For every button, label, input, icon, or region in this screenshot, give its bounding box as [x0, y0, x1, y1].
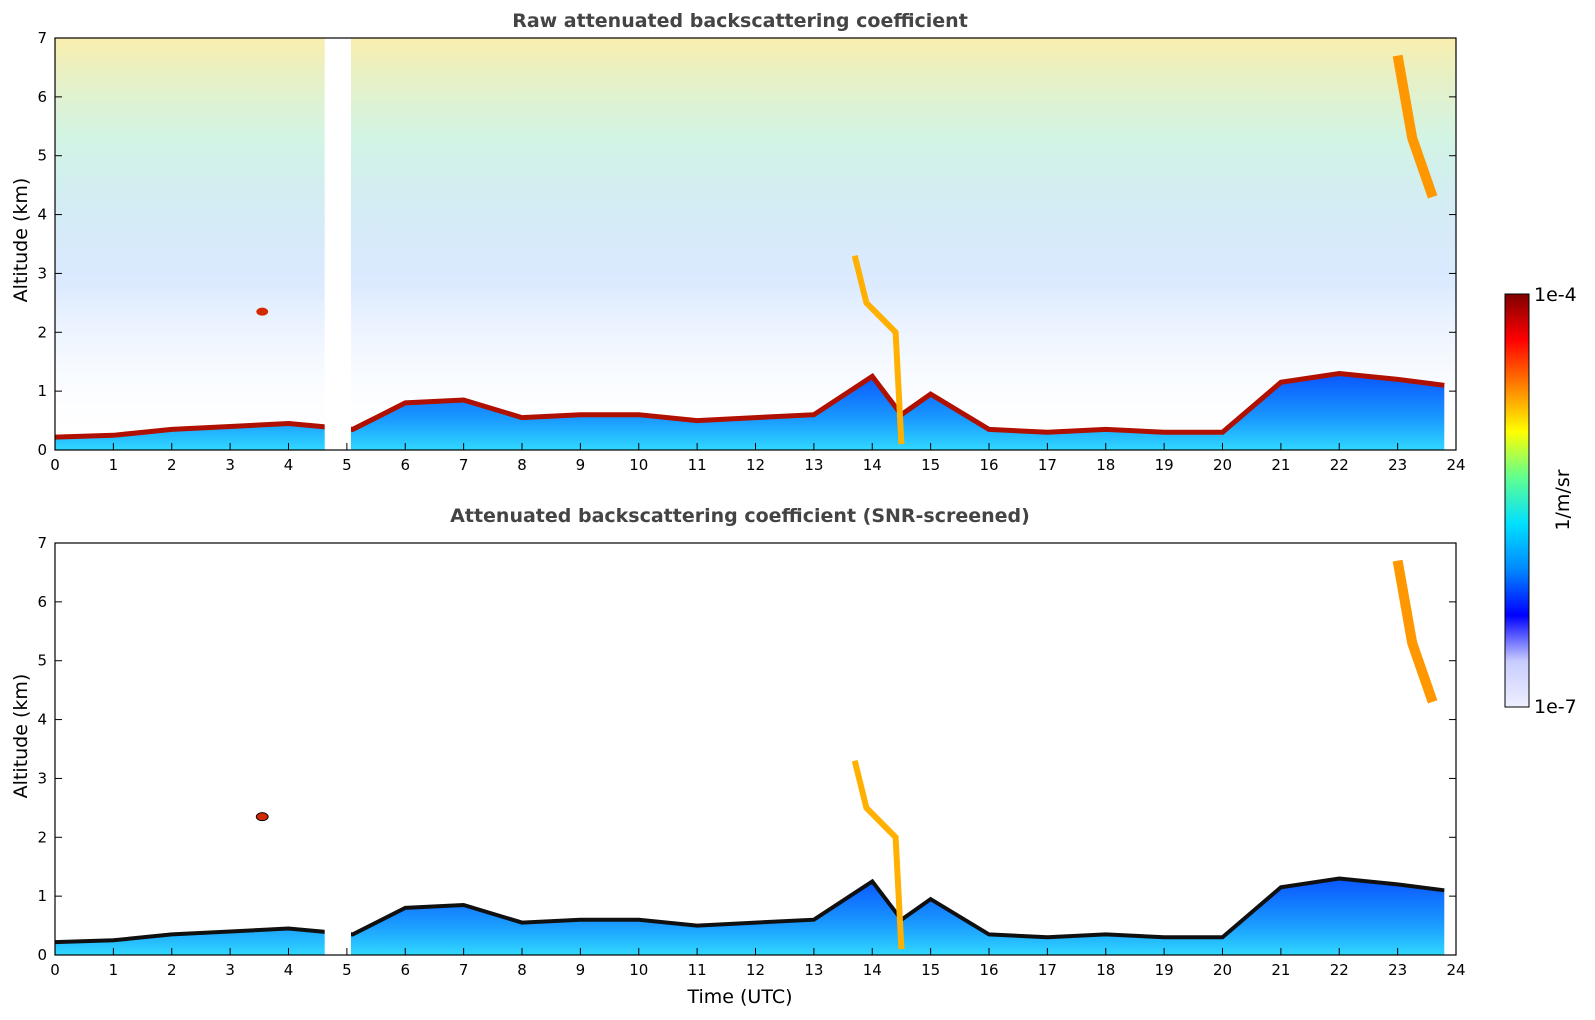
x-tick-label: 15: [921, 456, 940, 474]
y-tick-label: 6: [37, 593, 47, 611]
screened-data-gap: [324, 543, 351, 955]
screened-boundary-layer: [55, 878, 1445, 955]
colorbar-min-label: 1e-7: [1534, 696, 1577, 718]
x-tick-label: 12: [746, 456, 765, 474]
raw-elevated-layer-feature: [256, 307, 269, 316]
y-tick-label: 3: [37, 769, 47, 787]
raw-data-gap: [324, 38, 351, 450]
colorbar: 1e-4 1e-7 1/m/sr: [1504, 284, 1577, 718]
y-tick-label: 2: [37, 828, 47, 846]
x-tick-label: 11: [688, 961, 707, 979]
y-tick-label: 4: [37, 711, 47, 729]
screened-heatmap-area: [55, 543, 1445, 955]
x-tick-label: 21: [1271, 456, 1290, 474]
x-tick-label: 18: [1096, 961, 1115, 979]
x-tick-label: 12: [746, 961, 765, 979]
y-tick-label: 5: [37, 147, 47, 165]
colorbar-unit-label: 1/m/sr: [1552, 469, 1574, 530]
x-tick-label: 10: [629, 961, 648, 979]
colorbar-max-label: 1e-4: [1534, 284, 1577, 306]
raw-elevated-plume-feature: [851, 255, 905, 445]
y-tick-label: 0: [37, 946, 47, 964]
x-tick-label: 14: [863, 456, 882, 474]
x-tick-label: 23: [1388, 961, 1407, 979]
y-tick-label: 1: [37, 887, 47, 905]
y-tick-label: 4: [37, 206, 47, 224]
x-tick-label: 15: [921, 961, 940, 979]
screened-chart-title: Attenuated backscattering coefficient (S…: [450, 505, 1030, 527]
x-tick-label: 21: [1271, 961, 1290, 979]
screened-elevated-layer-feature: [255, 812, 269, 822]
x-tick-label: 17: [1038, 961, 1057, 979]
x-tick-label: 0: [50, 961, 60, 979]
x-tick-label: 13: [804, 961, 823, 979]
x-tick-label: 4: [284, 961, 294, 979]
screened-boundary-layer-top: [55, 876, 1445, 945]
x-tick-label: 19: [1155, 961, 1174, 979]
x-tick-label: 3: [225, 961, 235, 979]
y-tick-label: 0: [37, 441, 47, 459]
x-tick-label: 7: [459, 961, 469, 979]
x-tick-label: 16: [979, 961, 998, 979]
x-tick-label: 13: [804, 456, 823, 474]
x-tick-label: 0: [50, 456, 60, 474]
x-tick-label: 17: [1038, 456, 1057, 474]
x-tick-label: 16: [979, 456, 998, 474]
x-tick-label: 14: [863, 961, 882, 979]
raw-cloud-feature: [1392, 54, 1438, 199]
y-tick-label: 7: [37, 534, 47, 552]
raw-boundary-layer-top: [55, 370, 1445, 440]
x-tick-label: 22: [1330, 456, 1349, 474]
x-tick-label: 3: [225, 456, 235, 474]
y-tick-label: 6: [37, 88, 47, 106]
screened-cloud-feature: [1392, 559, 1438, 704]
x-tick-label: 20: [1213, 456, 1232, 474]
x-tick-label: 4: [284, 456, 294, 474]
x-tick-label: 5: [342, 456, 352, 474]
x-tick-label: 9: [576, 961, 586, 979]
x-tick-label: 22: [1330, 961, 1349, 979]
x-tick-label: 24: [1446, 456, 1465, 474]
raw-x-axis: 0 1 2 3 4 5 6 7 8 9 10 11 12 13 14 15 16 17 18 19 20 21 22 23 24: [50, 443, 1466, 474]
screened-x-axis: 0 1 2 3 4 5 6 7 8 9 10 11 12 13 14 15 16 17 18 19 20 21 22 23 24: [50, 948, 1466, 979]
raw-background-signal: [55, 38, 1456, 450]
x-tick-label: 6: [400, 456, 410, 474]
x-tick-label: 7: [459, 456, 469, 474]
colorbar-gradient: [1504, 293, 1530, 708]
y-tick-label: 3: [37, 264, 47, 282]
screened-backscatter-panel: 0 1 2 3 4 5 6 7 8 9 10 11 12 13 14 15 16 17 18 19 20 21 22 23 24…: [10, 505, 1466, 1008]
x-tick-label: 9: [576, 456, 586, 474]
screened-plot-frame: [54, 542, 1457, 956]
x-tick-label: 8: [517, 961, 527, 979]
raw-y-axis: 0 1 2 3 4 5 6 7: [37, 29, 1456, 459]
x-tick-label: 11: [688, 456, 707, 474]
x-tick-label: 8: [517, 456, 527, 474]
x-tick-label: 1: [109, 456, 119, 474]
x-axis-label: Time (UTC): [686, 986, 792, 1008]
screened-y-axis-label: Altitude (km): [10, 674, 32, 799]
x-tick-label: 20: [1213, 961, 1232, 979]
x-tick-label: 23: [1388, 456, 1407, 474]
y-tick-label: 2: [37, 323, 47, 341]
raw-y-axis-label: Altitude (km): [10, 178, 32, 303]
screened-elevated-plume-feature: [851, 760, 905, 950]
y-tick-label: 5: [37, 652, 47, 670]
raw-heatmap-area: [55, 38, 1456, 450]
x-tick-label: 6: [400, 961, 410, 979]
screened-y-axis: 0 1 2 3 4 5 6 7: [37, 534, 1456, 964]
x-tick-label: 2: [167, 456, 177, 474]
x-tick-label: 24: [1446, 961, 1465, 979]
x-tick-label: 5: [342, 961, 352, 979]
x-tick-label: 10: [629, 456, 648, 474]
raw-chart-title: Raw attenuated backscattering coefficien…: [512, 10, 968, 32]
x-tick-label: 18: [1096, 456, 1115, 474]
x-tick-label: 2: [167, 961, 177, 979]
y-tick-label: 1: [37, 382, 47, 400]
y-tick-label: 7: [37, 29, 47, 47]
x-tick-label: 1: [109, 961, 119, 979]
x-tick-label: 19: [1155, 456, 1174, 474]
raw-backscatter-panel: 0 1 2 3 4 5 6 7 8 9 10 11 12 13 14 15 16 17 18 19 20 21 22 23 24…: [10, 10, 1466, 474]
